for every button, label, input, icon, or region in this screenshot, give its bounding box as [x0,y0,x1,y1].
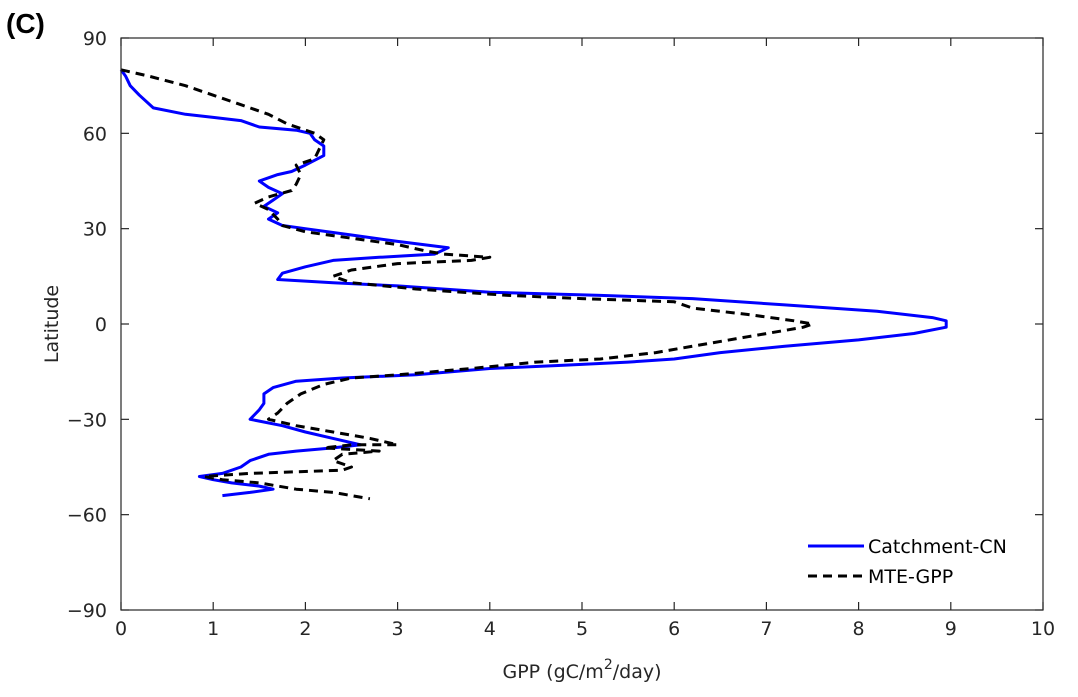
x-tick-label: 7 [760,618,772,640]
plot-area [119,68,948,501]
x-tick-label: 3 [392,618,404,640]
legend-label-mte-gpp: MTE-GPP [868,566,953,588]
legend: Catchment-CN MTE-GPP [808,536,1007,588]
y-tick-label: −60 [67,505,107,527]
x-axis-label-main: GPP (gC/m [502,661,603,683]
plot-frame [120,37,1044,611]
x-tick-label: 10 [1031,618,1055,640]
y-tick-label: −90 [67,600,107,622]
series-line-catchment-cn [119,68,948,498]
x-axis-label-superscript: 2 [604,657,613,673]
x-tick-label: 5 [576,618,588,640]
x-tick-label: 2 [299,618,311,640]
x-axis-label: GPP (gC/m2/day) [502,657,661,683]
series-line-mte-gpp [120,68,814,501]
y-tick-label: 0 [95,314,107,336]
x-tick-label: 4 [484,618,496,640]
panel-label: (C) [6,8,45,39]
x-axis-label-end: /day) [613,661,662,683]
y-tick-label: 30 [83,219,107,241]
legend-label-catchment-cn: Catchment-CN [868,536,1007,558]
y-axis-label: Latitude [41,285,63,363]
x-tick-label: 1 [207,618,219,640]
x-tick-label: 6 [668,618,680,640]
x-tick-label: 0 [115,618,127,640]
y-tick-label: 60 [83,123,107,145]
y-tick-label: 90 [83,28,107,50]
x-tick-label: 8 [853,618,865,640]
y-tick-label: −30 [67,409,107,431]
x-tick-label: 9 [945,618,957,640]
